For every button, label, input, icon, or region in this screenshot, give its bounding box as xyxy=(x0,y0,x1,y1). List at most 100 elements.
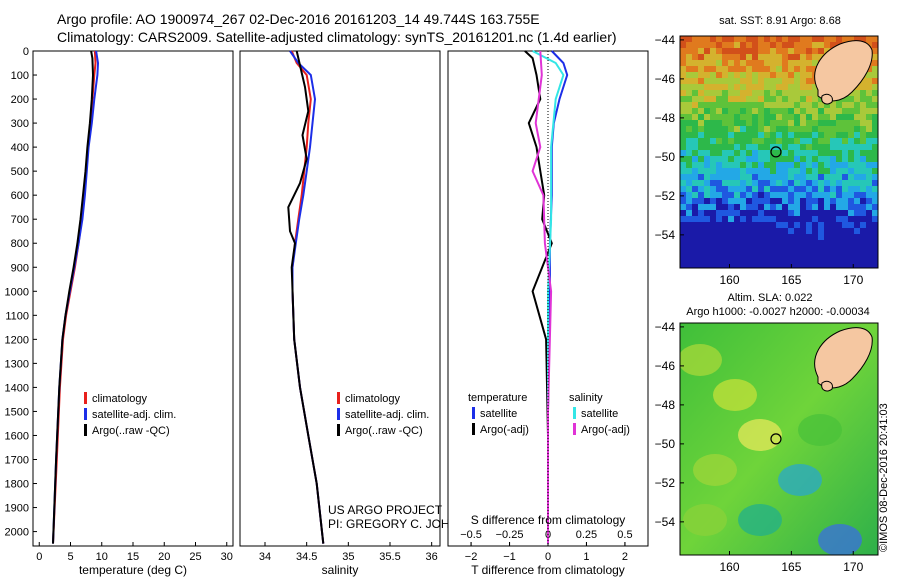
sst-cell xyxy=(728,156,734,162)
sst-cell xyxy=(680,72,686,78)
sst-cell xyxy=(728,180,734,186)
sst-cell xyxy=(860,198,866,204)
depth-tick-label: 1000 xyxy=(5,286,29,298)
sst-cell xyxy=(710,126,716,132)
sst-cell xyxy=(776,150,782,156)
sst-cell xyxy=(740,204,746,210)
sst-cell xyxy=(710,210,716,216)
sst-cell xyxy=(710,192,716,198)
sst-cell xyxy=(728,48,734,54)
sst-cell xyxy=(836,204,842,210)
sla-blob xyxy=(798,414,842,446)
sst-cell xyxy=(782,108,788,114)
sst-cell xyxy=(758,48,764,54)
sst-cell xyxy=(710,234,716,240)
sst-frame xyxy=(679,35,879,269)
sla-float-marker xyxy=(770,433,782,445)
sst-cell xyxy=(818,36,824,42)
sst-cell xyxy=(848,156,854,162)
sst-cell xyxy=(698,72,704,78)
sla-frame xyxy=(679,322,879,556)
sst-cell xyxy=(734,66,740,72)
sst-cell xyxy=(776,174,782,180)
sst-cell xyxy=(806,78,812,84)
sst-cell xyxy=(692,36,698,42)
sst-cell xyxy=(848,168,854,174)
sst-cell xyxy=(758,174,764,180)
sst-cell xyxy=(746,210,752,216)
sst-cell xyxy=(692,174,698,180)
sst-cell xyxy=(830,132,836,138)
sst-cell xyxy=(740,54,746,60)
sst-cell xyxy=(854,252,860,258)
sla-axis-ticks: 160 165 170 −44 −46 −48 −50 −52 −54 xyxy=(655,320,864,574)
sst-cell xyxy=(848,240,854,246)
sla-heatmap-blobs xyxy=(680,344,862,555)
sst-cell xyxy=(680,138,686,144)
sst-cell xyxy=(806,216,812,222)
sst-cell xyxy=(794,132,800,138)
sst-cell xyxy=(860,204,866,210)
sst-cell xyxy=(680,192,686,198)
sst-cell xyxy=(710,120,716,126)
sst-cell xyxy=(788,210,794,216)
sst-cell xyxy=(770,114,776,120)
x-tick-label: 0.25 xyxy=(576,529,597,541)
sst-cell xyxy=(764,246,770,252)
sst-cell xyxy=(782,204,788,210)
sst-cell xyxy=(866,246,872,252)
sst-cell xyxy=(746,102,752,108)
sst-cell xyxy=(842,102,848,108)
sst-cell xyxy=(812,96,818,102)
depth-axis-ticks: 0 100 200 300 400 500 600 700 800 900 1000 1100 1200… xyxy=(5,46,452,539)
sst-cell xyxy=(830,216,836,222)
sst-cell xyxy=(848,36,854,42)
map-y-tick-label: −50 xyxy=(655,437,676,451)
sst-cell xyxy=(704,246,710,252)
sst-cell xyxy=(836,240,842,246)
sst-cell xyxy=(740,240,746,246)
sst-cell xyxy=(830,126,836,132)
sst-cell xyxy=(728,222,734,228)
sst-cell xyxy=(704,60,710,66)
depth-tick-label: 500 xyxy=(11,166,29,178)
sst-cell xyxy=(818,180,824,186)
sst-cell xyxy=(728,102,734,108)
x-tick-label: 2 xyxy=(622,551,628,563)
map-y-tick-label: −48 xyxy=(655,111,676,125)
legend-label: Argo(-adj) xyxy=(480,424,529,436)
sst-cell xyxy=(866,216,872,222)
legend-label: Argo(..raw -QC) xyxy=(345,425,423,437)
sst-cell xyxy=(776,252,782,258)
sst-cell xyxy=(686,108,692,114)
temperature-legend: climatology satellite-adj. clim. Argo(..ra… xyxy=(84,392,176,437)
sst-cell xyxy=(782,42,788,48)
sst-cell xyxy=(770,264,776,268)
sst-cell xyxy=(692,120,698,126)
sst-cell xyxy=(680,114,686,120)
sst-cell xyxy=(866,174,872,180)
sst-cell xyxy=(746,204,752,210)
sst-cell xyxy=(860,168,866,174)
sst-cell xyxy=(710,114,716,120)
sst-cell xyxy=(788,174,794,180)
sst-cell xyxy=(848,264,854,268)
sst-cell xyxy=(848,174,854,180)
sst-cell xyxy=(722,144,728,150)
sst-cell xyxy=(740,228,746,234)
sst-cell xyxy=(758,78,764,84)
sst-cell xyxy=(812,240,818,246)
sst-cell xyxy=(866,138,872,144)
sst-cell xyxy=(794,180,800,186)
sst-cell xyxy=(722,138,728,144)
map-x-tick-label: 165 xyxy=(781,273,801,287)
sst-cell xyxy=(776,234,782,240)
sst-cell xyxy=(746,72,752,78)
sst-cell xyxy=(770,210,776,216)
sst-cell xyxy=(704,84,710,90)
sst-cell xyxy=(830,186,836,192)
sst-cell xyxy=(770,72,776,78)
sst-cell xyxy=(734,72,740,78)
sst-cell xyxy=(824,234,830,240)
sst-cell xyxy=(800,228,806,234)
